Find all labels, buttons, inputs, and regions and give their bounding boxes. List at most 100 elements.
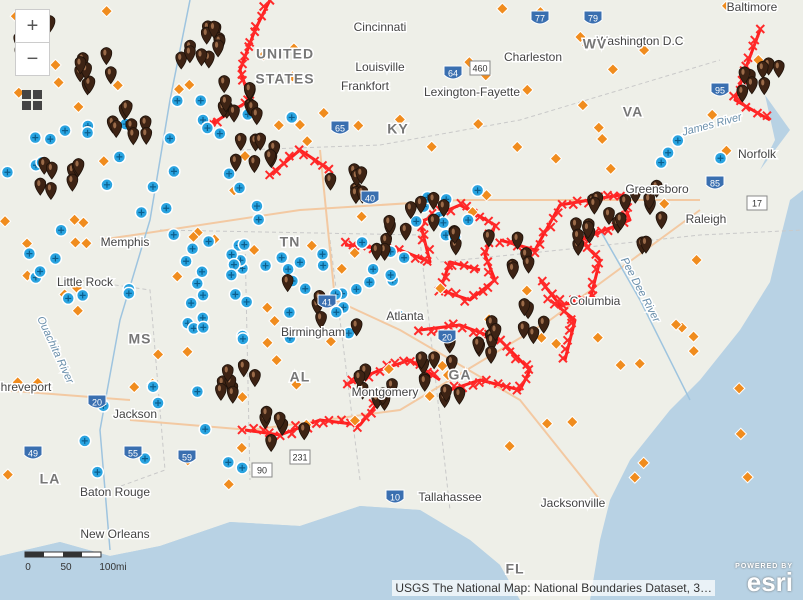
circle-marker-cross [170, 231, 177, 238]
pin-highlight [509, 263, 514, 270]
diamond-marker [687, 344, 701, 358]
pin-highlight [388, 380, 393, 387]
x-marker [762, 110, 772, 121]
diamond-marker [574, 30, 587, 44]
x-marker [591, 249, 601, 260]
circle-marker-cross [370, 266, 377, 273]
diamond-marker [256, 48, 270, 62]
diamond-marker [549, 337, 563, 351]
diamond-marker [261, 336, 274, 350]
diamond-marker [520, 83, 534, 97]
shield-label: 59 [182, 452, 192, 462]
circle-marker-cross [58, 227, 65, 234]
diamond-marker [690, 253, 703, 267]
pin-highlight [622, 196, 626, 203]
pin-highlight [485, 231, 489, 238]
pin-markers [13, 15, 785, 453]
x-marker [568, 295, 579, 305]
shield-label: 55 [128, 448, 138, 458]
pin-highlight [86, 77, 90, 84]
x-marker [608, 191, 619, 201]
shield [330, 120, 350, 135]
city-label: Baton Rouge [80, 485, 150, 499]
x-marker [537, 276, 547, 286]
circle-marker-cross [200, 324, 207, 331]
x-marker [317, 160, 328, 171]
city-label: Jacksonville [541, 496, 606, 510]
pin-highlight [448, 357, 452, 364]
diamond-marker [97, 154, 111, 168]
zoom-out-button[interactable]: − [16, 42, 49, 75]
x-marker [413, 326, 424, 336]
diamond-marker [540, 417, 554, 430]
circle-marker-cross [183, 258, 190, 265]
pin-highlight [451, 228, 455, 235]
zoom-in-button[interactable]: + [26, 15, 39, 37]
shield [710, 82, 730, 97]
pin-highlight [523, 249, 527, 256]
pin-highlight [748, 78, 752, 85]
city-label: Jackson [113, 407, 157, 421]
circle-marker-cross [166, 135, 173, 142]
shield-label: 77 [535, 13, 545, 23]
x-marker [564, 325, 575, 336]
diamond-marker [591, 331, 605, 345]
city-label: Baltimore [727, 0, 778, 14]
logo-tagline: POWERED BY [735, 563, 793, 570]
shield [317, 294, 337, 309]
x-marker [287, 429, 297, 439]
shield [437, 329, 457, 344]
x-marker [410, 253, 421, 264]
pin-highlight [142, 117, 146, 124]
city-label: New Orleans [80, 527, 149, 541]
city-label: Washington D.C [597, 34, 684, 48]
pin-highlight [443, 386, 447, 393]
circle-marker-cross [200, 292, 207, 299]
x-marker [468, 380, 478, 391]
x-marker [566, 314, 576, 325]
diamond-marker [441, 368, 455, 382]
pin-highlight [572, 219, 577, 226]
x-marker [540, 281, 551, 292]
diamond-marker [351, 119, 365, 132]
diamond-marker [270, 353, 283, 367]
x-marker [582, 242, 592, 253]
circle-marker-cross [285, 266, 292, 273]
pin-highlight [374, 393, 378, 400]
diamond-marker [669, 318, 683, 331]
circle-marker-cross [202, 426, 209, 433]
diamond-marker [68, 213, 81, 227]
state-label: GA [449, 367, 472, 383]
pin-highlight [257, 135, 261, 142]
pin-highlight [739, 86, 743, 93]
x-marker [549, 299, 560, 309]
circle-marker-cross [174, 97, 181, 104]
x-marker [495, 238, 505, 248]
shield-label: 10 [390, 492, 400, 502]
esri-logo[interactable]: POWERED BY esri [727, 563, 793, 595]
pin-highlight [642, 238, 647, 245]
x-marker [728, 91, 739, 101]
city-label: Little Rock [57, 275, 114, 289]
circle-marker-cross [319, 251, 326, 258]
pin-highlight [221, 77, 225, 84]
basemap-toggle[interactable] [22, 90, 42, 110]
pin-highlight [759, 63, 763, 70]
city-label: Columbia [570, 294, 621, 308]
x-marker [741, 102, 751, 112]
diamond-marker [732, 382, 746, 395]
pin-highlight [456, 389, 460, 396]
pin-highlight [407, 203, 411, 210]
x-marker [559, 306, 569, 317]
diamond-marker [633, 357, 647, 371]
diamond-marker [127, 380, 141, 394]
circle-marker-cross [288, 114, 295, 121]
shield-label: 460 [472, 63, 487, 73]
circle-marker-cross [199, 314, 206, 321]
x-marker [422, 256, 432, 267]
circle-marker-cross [230, 261, 237, 268]
circle-marker-cross [674, 137, 681, 144]
circle-marker-cross [228, 251, 235, 258]
circle-marker-cross [286, 309, 293, 316]
